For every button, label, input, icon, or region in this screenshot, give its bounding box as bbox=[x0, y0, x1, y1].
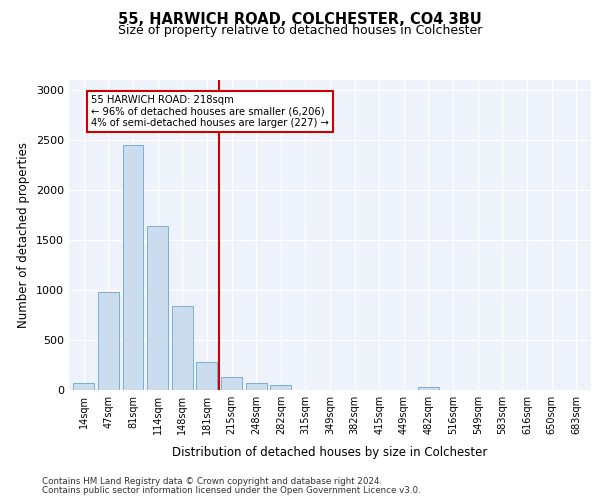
Text: Size of property relative to detached houses in Colchester: Size of property relative to detached ho… bbox=[118, 24, 482, 37]
Y-axis label: Number of detached properties: Number of detached properties bbox=[17, 142, 31, 328]
Bar bbox=[172, 306, 193, 390]
Text: Contains public sector information licensed under the Open Government Licence v3: Contains public sector information licen… bbox=[42, 486, 421, 495]
Bar bbox=[270, 385, 291, 390]
Text: Distribution of detached houses by size in Colchester: Distribution of detached houses by size … bbox=[172, 446, 488, 459]
Bar bbox=[98, 292, 119, 390]
Text: 55 HARWICH ROAD: 218sqm
← 96% of detached houses are smaller (6,206)
4% of semi-: 55 HARWICH ROAD: 218sqm ← 96% of detache… bbox=[91, 95, 329, 128]
Bar bbox=[196, 362, 217, 390]
Text: 55, HARWICH ROAD, COLCHESTER, CO4 3BU: 55, HARWICH ROAD, COLCHESTER, CO4 3BU bbox=[118, 12, 482, 28]
Bar bbox=[73, 383, 94, 390]
Bar bbox=[147, 226, 168, 390]
Bar bbox=[221, 377, 242, 390]
Bar bbox=[418, 387, 439, 390]
Bar bbox=[122, 145, 143, 390]
Text: Contains HM Land Registry data © Crown copyright and database right 2024.: Contains HM Land Registry data © Crown c… bbox=[42, 478, 382, 486]
Bar bbox=[245, 383, 266, 390]
